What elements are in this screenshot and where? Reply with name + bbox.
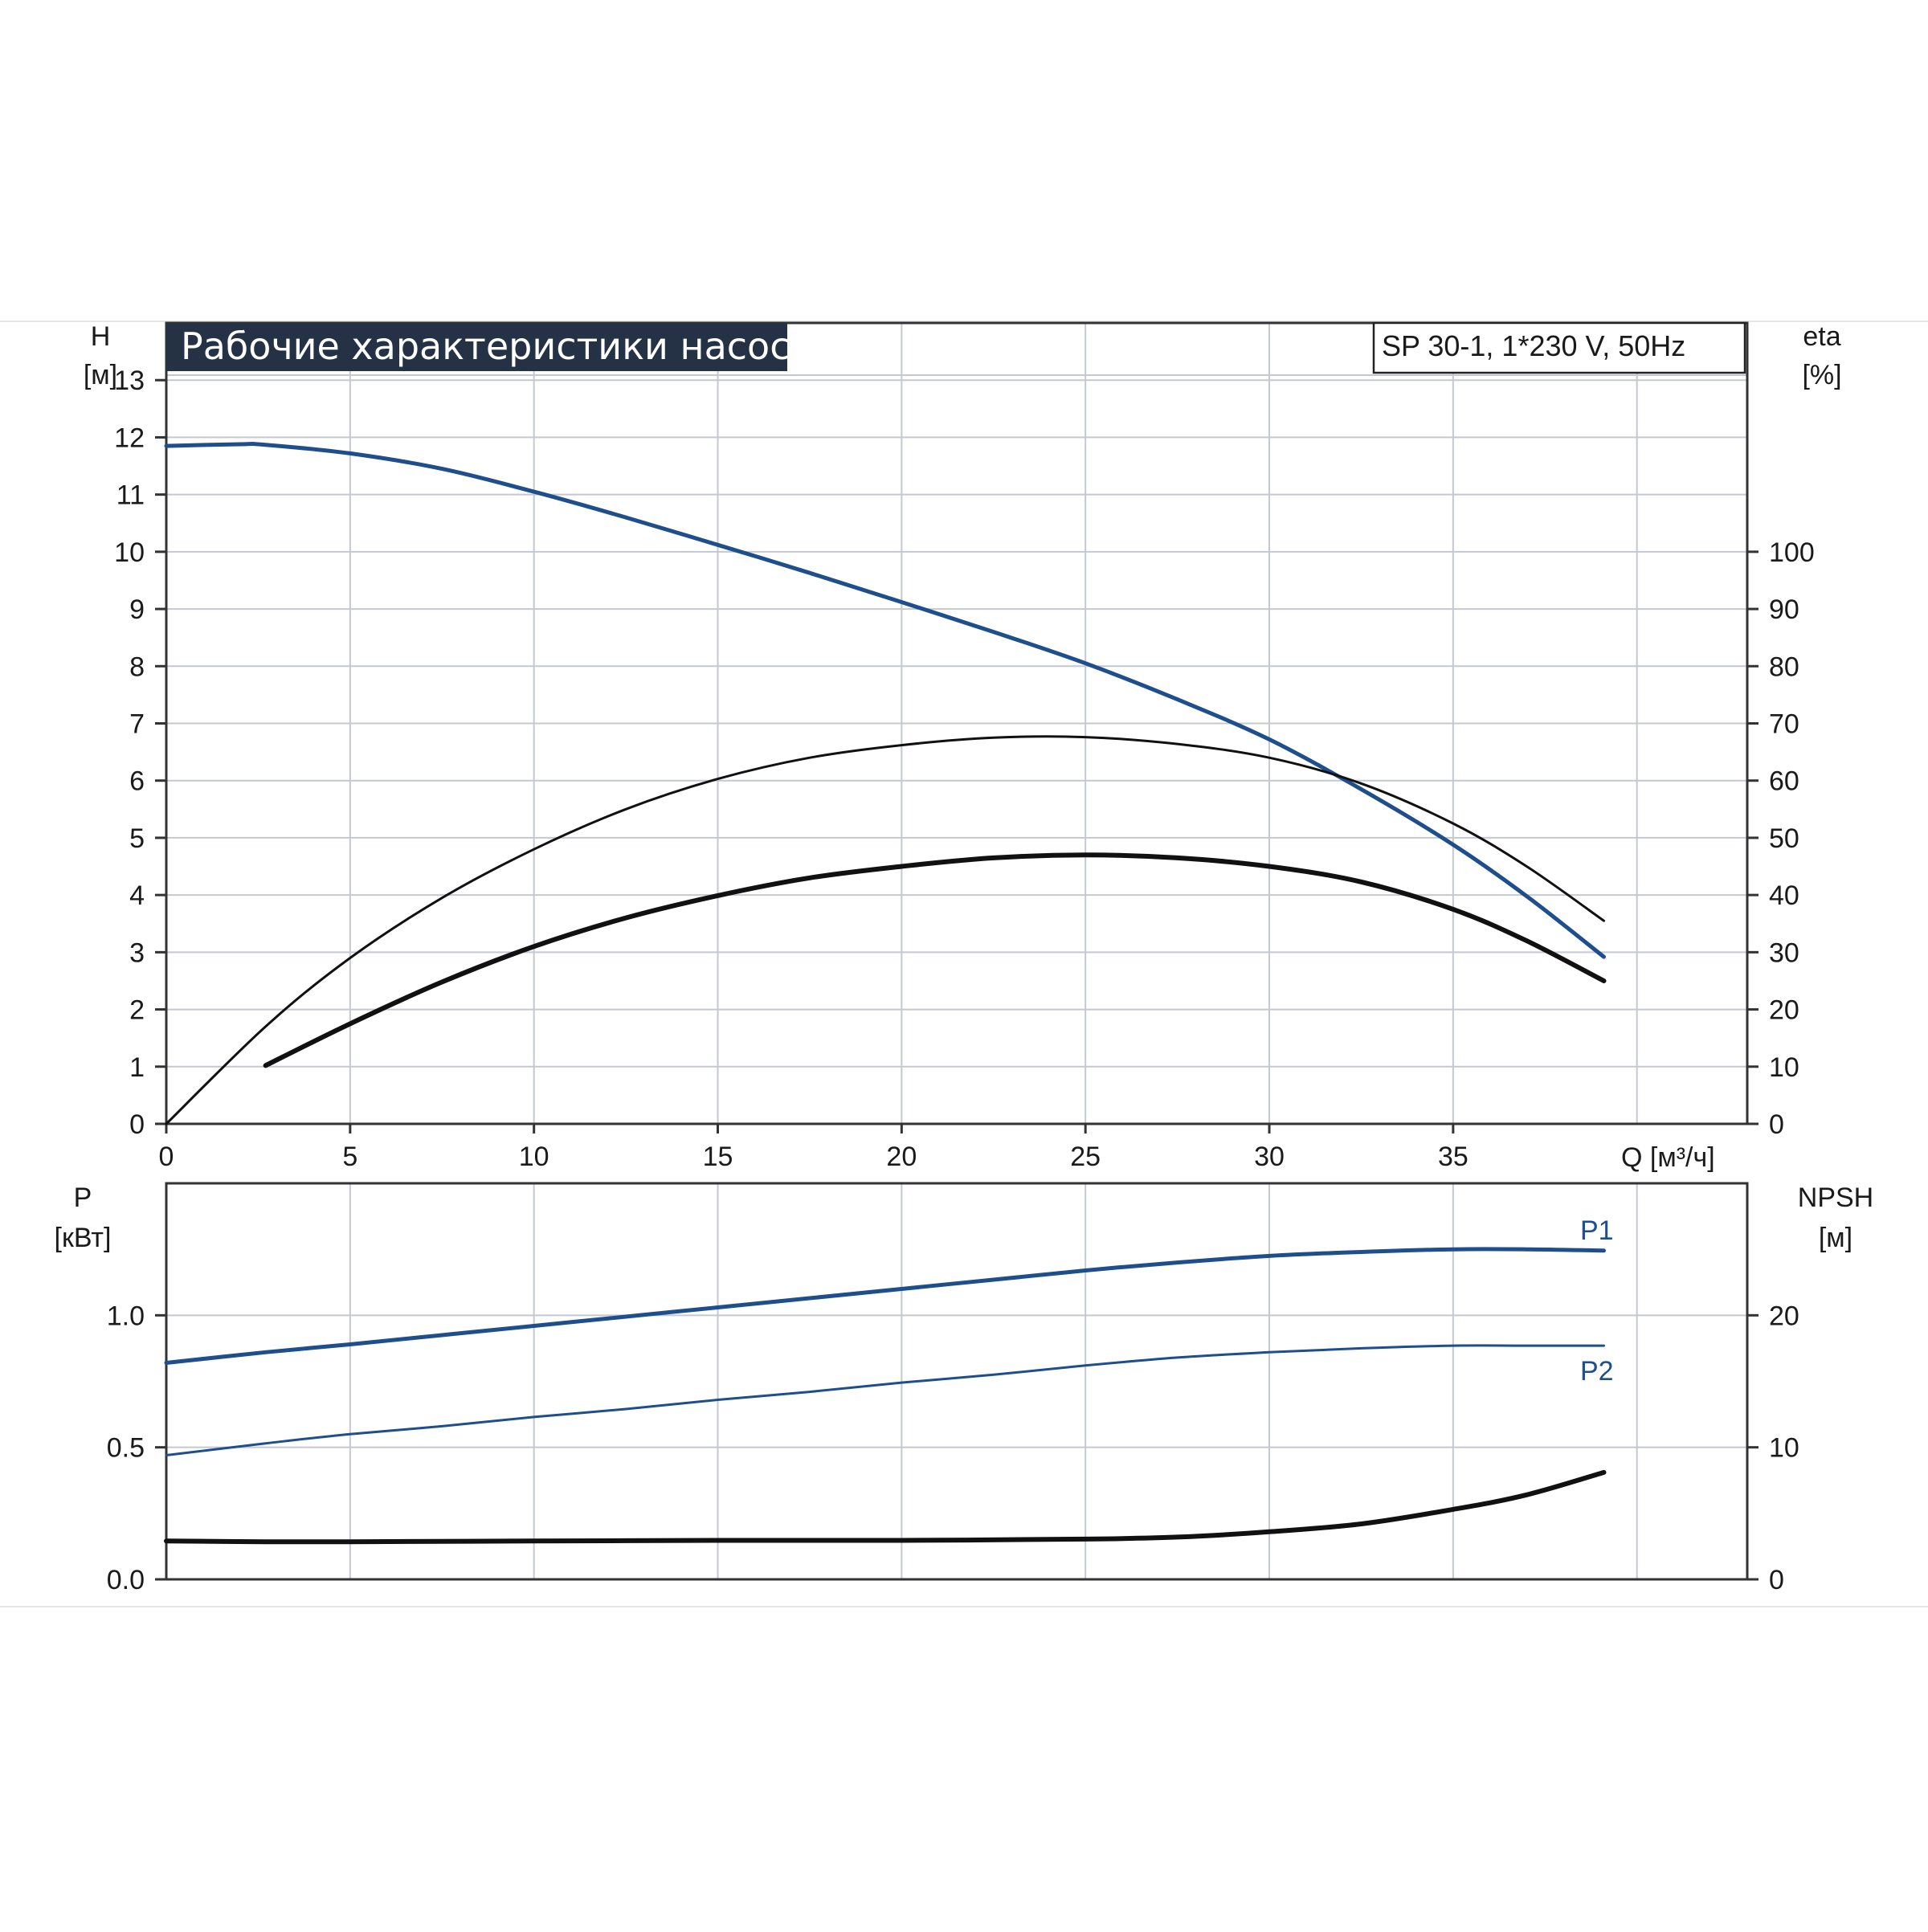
- top-left-tick-label: 6: [129, 766, 145, 797]
- top-left-tick-label: 3: [129, 937, 145, 968]
- top-left-tick-label: 2: [129, 995, 145, 1026]
- power-axis-unit: [кВт]: [55, 1223, 112, 1253]
- p1-label: P1: [1580, 1215, 1614, 1246]
- npsh-axis-unit: [м]: [1819, 1223, 1852, 1253]
- bottom-right-tick-label: 0: [1769, 1565, 1784, 1595]
- top-left-tick-label: 11: [116, 480, 145, 511]
- top-x-tick-label: 35: [1438, 1142, 1468, 1172]
- top-x-tick-label: 30: [1254, 1142, 1285, 1172]
- top-right-tick-label: 0: [1769, 1109, 1784, 1140]
- top-right-tick-label: 80: [1769, 651, 1799, 682]
- model-label: SP 30-1, 1*230 V, 50Hz: [1382, 329, 1685, 362]
- p2-label: P2: [1580, 1356, 1614, 1387]
- bottom-chart-grid: [166, 1183, 1747, 1579]
- top-right-tick-label: 100: [1769, 537, 1815, 568]
- top-left-tick-label: 13: [114, 366, 145, 396]
- top-left-tick-label: 1: [129, 1052, 145, 1083]
- top-x-tick-label: 25: [1070, 1142, 1101, 1172]
- bottom-right-tick-label: 20: [1769, 1301, 1799, 1331]
- top-right-tick-label: 10: [1769, 1052, 1799, 1083]
- top-left-tick-label: 5: [129, 823, 145, 854]
- top-chart-curves: [166, 444, 1604, 1125]
- top-left-tick-label: 0: [129, 1109, 145, 1140]
- top-chart-ticks: 0123456789101112130102030405060708090100…: [114, 366, 1815, 1172]
- efficiency-pump-curve: [166, 737, 1604, 1124]
- top-right-tick-label: 70: [1769, 709, 1799, 740]
- power-axis-label: P: [74, 1182, 92, 1213]
- top-right-tick-label: 90: [1769, 594, 1799, 625]
- top-right-tick-label: 60: [1769, 766, 1799, 797]
- top-x-tick-label: 5: [342, 1142, 357, 1172]
- bottom-left-tick-label: 0.0: [107, 1565, 145, 1595]
- top-left-tick-label: 12: [114, 423, 145, 453]
- top-left-tick-label: 10: [114, 537, 145, 568]
- efficiency-axis-label: eta: [1803, 321, 1840, 352]
- top-x-tick-label: 20: [886, 1142, 917, 1172]
- top-left-tick-label: 7: [129, 709, 145, 740]
- top-left-tick-label: 8: [129, 651, 145, 682]
- top-right-tick-label: 50: [1769, 823, 1799, 854]
- bottom-left-tick-label: 1.0: [107, 1301, 145, 1331]
- bottom-plot-frame: [166, 1183, 1747, 1579]
- chart-title: Рабочие характеристики насоса: [181, 325, 813, 368]
- bottom-left-tick-label: 0.5: [107, 1433, 145, 1464]
- top-chart-grid: [166, 323, 1747, 1124]
- top-right-tick-label: 40: [1769, 880, 1799, 911]
- top-x-tick-label: 10: [519, 1142, 549, 1172]
- top-right-tick-label: 20: [1769, 995, 1799, 1026]
- head-axis-label: H: [91, 321, 111, 352]
- top-x-tick-label: 0: [159, 1142, 174, 1172]
- npsh-curve: [166, 1472, 1604, 1542]
- top-right-tick-label: 30: [1769, 937, 1799, 968]
- head-axis-unit: [м]: [84, 360, 117, 390]
- npsh-axis-label: NPSH: [1798, 1182, 1873, 1213]
- head-curve: [166, 444, 1604, 958]
- top-left-tick-label: 9: [129, 594, 145, 625]
- p2-curve: [166, 1346, 1604, 1456]
- top-left-tick-label: 4: [129, 880, 145, 911]
- efficiency-axis-unit: [%]: [1802, 360, 1841, 390]
- top-x-tick-label: 15: [703, 1142, 733, 1172]
- p1-curve: [166, 1249, 1604, 1363]
- bottom-right-tick-label: 10: [1769, 1433, 1799, 1464]
- flow-axis-label: Q [м³/ч]: [1621, 1142, 1715, 1173]
- efficiency-total-curve: [266, 855, 1604, 1065]
- bottom-chart-curves: [166, 1249, 1604, 1542]
